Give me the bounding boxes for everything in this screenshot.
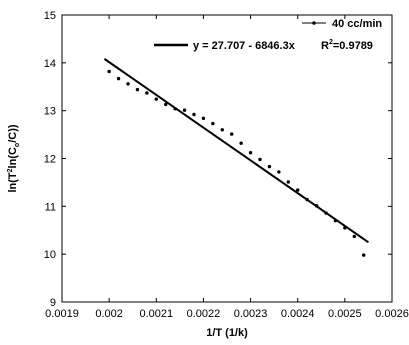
y-axis-title-part-b: ln(C (7, 147, 19, 168)
data-point (182, 108, 187, 112)
x-tick-label: 0.002 (95, 308, 123, 320)
legend-fit-r2: R2=0.9789 (321, 39, 373, 52)
y-axis: 9 10 11 12 13 14 15 (44, 10, 392, 309)
y-axis-title-part-c: /C)) (7, 124, 19, 143)
y-tick-label: 10 (44, 249, 56, 261)
y-axis-title: ln(T2ln(Co/C)) (7, 124, 21, 192)
r2-superscript: 2 (329, 39, 333, 46)
y-tick-label: 9 (50, 297, 56, 309)
y-tick-label: 13 (44, 106, 56, 118)
data-point (135, 87, 140, 92)
data-point (154, 97, 158, 101)
data-point (192, 112, 196, 117)
data-point (343, 226, 347, 230)
legend-fit-equation: y = 27.707 - 6846.3x (193, 40, 296, 52)
data-point (164, 102, 168, 107)
data-point (362, 253, 366, 257)
data-point (116, 76, 121, 81)
data-point (201, 116, 206, 121)
x-tick-label: 0.0023 (234, 308, 268, 320)
data-point (258, 157, 262, 162)
legend: 40 cc/min y = 27.707 - 6846.3x R2=0.9789 (154, 18, 382, 52)
legend-series-marker (312, 21, 316, 25)
data-point (324, 211, 328, 215)
r2-main: R (321, 40, 329, 52)
data-point (277, 170, 281, 174)
data-point (296, 188, 300, 192)
x-tick-label: 0.0024 (281, 308, 315, 320)
y-axis-title-part-a: ln(T (7, 172, 19, 192)
data-point (352, 234, 356, 239)
x-tick-label: 0.0019 (45, 308, 79, 320)
y-axis-title-subscript: o (14, 143, 21, 147)
data-point (333, 218, 338, 223)
data-point (267, 164, 272, 169)
data-point (211, 121, 215, 126)
x-tick-label: 0.0022 (187, 308, 221, 320)
data-point (305, 197, 309, 202)
data-point (145, 91, 149, 95)
y-tick-label: 12 (44, 154, 56, 166)
data-point (239, 141, 243, 145)
y-tick-label: 11 (45, 201, 56, 213)
fit-line-group (103, 58, 369, 244)
data-point (286, 180, 290, 184)
x-tick-label: 0.0021 (139, 308, 173, 320)
data-point (173, 107, 177, 111)
x-axis-title: 1/T (1/k) (206, 327, 248, 339)
data-point (107, 69, 111, 74)
y-axis-title-superscript: 2 (7, 168, 14, 172)
x-axis: 0.0019 0.002 0.0021 0.0022 0.0023 0.0024 0.002… (45, 15, 409, 320)
data-point (314, 204, 319, 208)
legend-series-label: 40 cc/min (332, 18, 382, 30)
data-point (126, 82, 130, 86)
x-tick-label: 0.0026 (375, 308, 409, 320)
data-point (230, 132, 234, 136)
data-point (220, 128, 224, 132)
r2-value: =0.9789 (333, 40, 373, 52)
x-tick-label: 0.0025 (328, 308, 362, 320)
fit-line (103, 58, 369, 244)
data-points (107, 69, 366, 257)
data-point (248, 151, 253, 155)
y-tick-label: 14 (44, 58, 56, 70)
y-tick-label: 15 (44, 10, 56, 22)
